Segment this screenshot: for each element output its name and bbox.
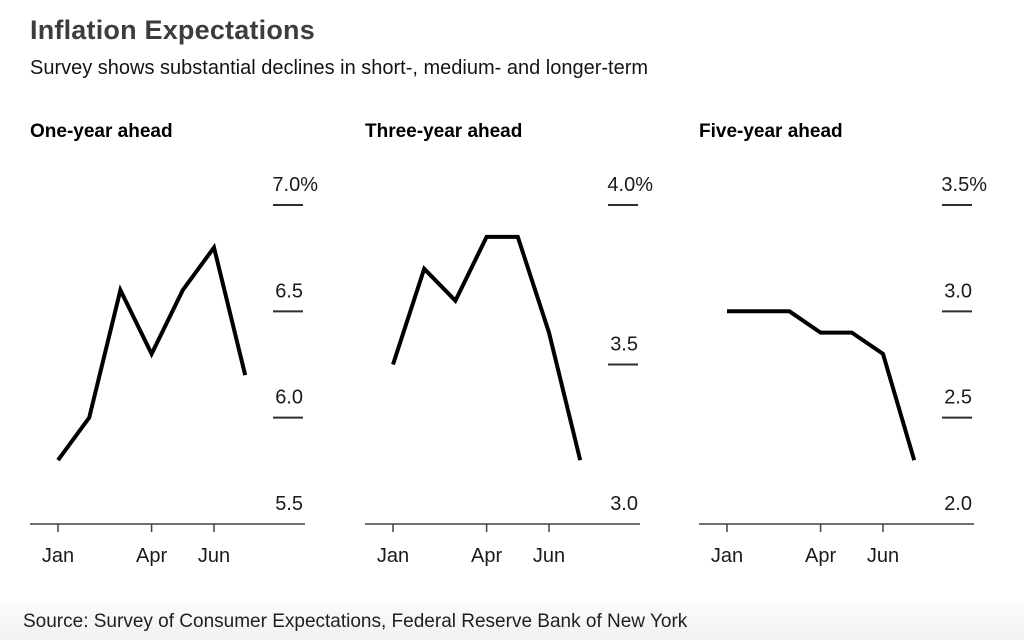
x-axis-label: Jan	[711, 545, 743, 567]
panel-title: One-year ahead	[30, 121, 173, 142]
x-axis-label: Apr	[471, 545, 502, 567]
source-text: Source: Survey of Consumer Expectations,…	[23, 610, 688, 632]
y-axis-label: 3.5%	[941, 174, 987, 196]
panel-three-year-ahead: Three-year ahead 4.0% 3.5 3.0 Jan Apr Jun	[365, 115, 653, 585]
panel-five-year-ahead: Five-year ahead 3.5% 3.0 2.5 2.0 Jan Apr Jun	[699, 115, 987, 585]
y-axis-label: 2.5	[944, 387, 972, 409]
chart-subtitle: Survey shows substantial declines in sho…	[30, 57, 649, 79]
chart-title: Inflation Expectations	[30, 15, 315, 45]
y-axis-label: 3.0	[944, 280, 972, 302]
x-axis-label: Jun	[867, 545, 899, 567]
data-line-one-year-ahead	[56, 242, 248, 462]
data-line-three-year-ahead	[391, 234, 583, 461]
y-axis-label: 4.0%	[607, 174, 653, 196]
data-line-five-year-ahead	[727, 309, 917, 461]
x-axis-label: Jan	[377, 545, 409, 567]
y-axis-label: 2.0	[944, 493, 972, 515]
x-axis-label: Apr	[136, 545, 167, 567]
panel-plot: 4.0% 3.5 3.0 Jan Apr Jun	[365, 174, 653, 567]
panel-plot: 7.0% 6.5 6.0 5.5 Jan Apr Jun	[30, 174, 318, 567]
x-axis-label: Jun	[198, 545, 230, 567]
panel-one-year-ahead: One-year ahead 7.0% 6.5 6.0 5.5 Jan Apr Jun	[30, 115, 318, 585]
panel-title: Three-year ahead	[365, 121, 523, 142]
y-axis-label: 5.5	[275, 493, 303, 515]
x-axis-label: Apr	[805, 545, 836, 567]
y-axis-label: 7.0%	[272, 174, 318, 196]
panel-plot: 3.5% 3.0 2.5 2.0 Jan Apr Jun	[699, 174, 987, 567]
y-axis-label: 6.5	[275, 280, 303, 302]
y-axis-label: 3.0	[610, 493, 638, 515]
panel-title: Five-year ahead	[699, 121, 843, 142]
x-axis-label: Jan	[42, 545, 74, 567]
y-axis-label: 3.5	[610, 334, 638, 356]
y-axis-label: 6.0	[275, 387, 303, 409]
x-axis-label: Jun	[533, 545, 565, 567]
source-bar: Source: Survey of Consumer Expectations,…	[0, 603, 1024, 640]
